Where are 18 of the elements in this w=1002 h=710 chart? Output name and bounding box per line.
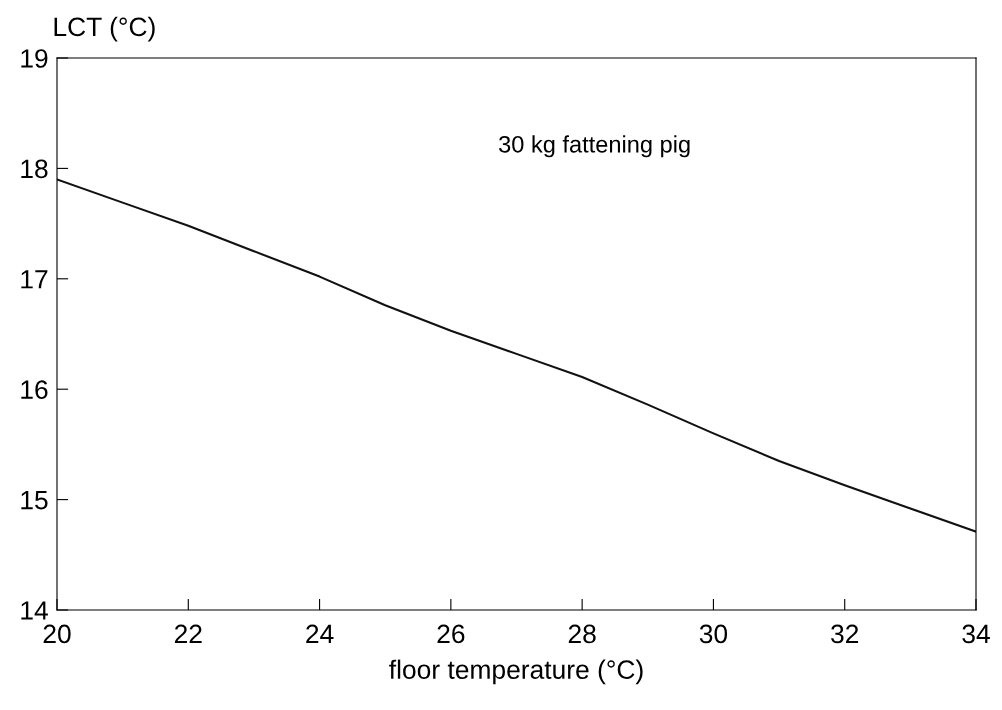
x-tick-label: 28 — [568, 624, 596, 644]
y-tick-label: 15 — [21, 491, 48, 510]
line-series — [57, 178, 976, 533]
x-axis-title: floor temperature (°C) — [389, 659, 643, 685]
x-tick-label: 24 — [306, 624, 334, 644]
x-tick-label: 26 — [437, 624, 465, 644]
x-tick-label: 34 — [962, 624, 990, 644]
y-tick-label: 19 — [21, 49, 48, 68]
annotation: 30 kg fattening pig — [499, 135, 690, 158]
x-tick-label: 30 — [699, 624, 728, 644]
y-tick-label: 14 — [21, 601, 48, 620]
x-tick-label: 32 — [831, 624, 859, 644]
x-tick-label: 22 — [174, 624, 202, 644]
y-tick-label: 16 — [21, 380, 48, 400]
y-axis-title: LCT (°C) — [54, 16, 155, 42]
y-tick-label: 17 — [21, 270, 48, 289]
x-tick-label: 20 — [43, 624, 71, 644]
y-tick-label: 18 — [21, 159, 48, 179]
